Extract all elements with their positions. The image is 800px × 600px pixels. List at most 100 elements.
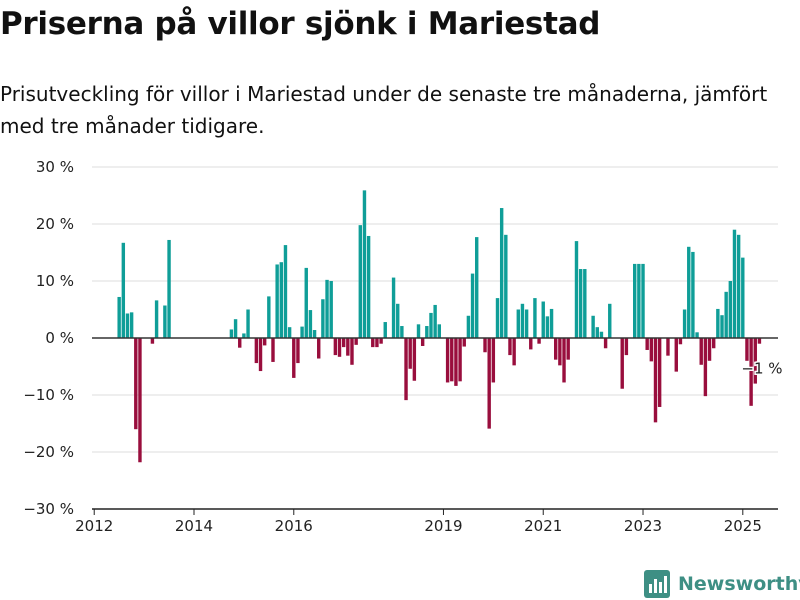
bar — [325, 279, 329, 338]
bar — [308, 310, 313, 338]
bar — [624, 338, 629, 356]
bar — [337, 338, 342, 357]
bar — [300, 326, 304, 338]
bar — [404, 338, 408, 401]
bar — [524, 309, 529, 338]
bar — [246, 309, 250, 338]
bar — [554, 338, 558, 360]
bar — [678, 338, 683, 345]
bar — [333, 338, 338, 356]
axes: 30 % 20 % 10 % 0 % −10 % −20 % −30 %2012 2014 20… — [23, 158, 778, 535]
bar — [512, 338, 516, 366]
bar — [470, 273, 475, 338]
bar — [541, 301, 545, 338]
bar — [558, 338, 562, 366]
bar — [400, 326, 404, 338]
bar — [499, 208, 504, 338]
bar — [732, 229, 737, 338]
bar — [379, 338, 383, 344]
annotations: −1 % — [740, 358, 784, 379]
bar — [279, 262, 284, 338]
bar — [749, 338, 753, 406]
bar — [271, 338, 275, 362]
bar — [304, 267, 308, 338]
bar — [549, 308, 554, 338]
bar — [458, 338, 462, 382]
bar — [699, 338, 703, 365]
bar — [375, 338, 379, 348]
annotation-latest-value: −1 % — [741, 360, 782, 378]
bar-chart-logo-icon — [644, 570, 670, 598]
bar — [275, 264, 279, 338]
bar — [595, 327, 599, 338]
bar — [416, 324, 421, 338]
bar — [757, 338, 762, 344]
bar — [429, 312, 433, 338]
bar — [599, 331, 604, 338]
bar — [329, 281, 333, 338]
bar — [167, 239, 171, 338]
bar — [254, 338, 259, 364]
y-tick-label: −30 % — [23, 500, 74, 518]
x-tick-label: 2023 — [624, 517, 662, 535]
bar — [233, 319, 238, 338]
bar — [454, 338, 458, 386]
bar — [720, 315, 724, 338]
bar — [450, 338, 454, 382]
bar — [408, 338, 412, 369]
newsworthy-logo: Newsworthy — [644, 568, 800, 600]
bar — [753, 338, 757, 384]
bar — [283, 245, 288, 338]
bar — [321, 299, 325, 338]
bar — [466, 315, 471, 338]
bar — [695, 332, 699, 338]
bar — [533, 298, 537, 338]
bar — [691, 251, 695, 338]
bar — [657, 338, 662, 407]
bar — [262, 338, 267, 346]
bar — [317, 338, 321, 359]
x-tick-label: 2019 — [424, 517, 462, 535]
bar — [711, 338, 716, 349]
bar — [583, 269, 587, 338]
bar — [445, 338, 450, 383]
x-tick-label: 2025 — [724, 517, 762, 535]
bar — [545, 316, 550, 338]
y-tick-label: 0 % — [45, 329, 74, 347]
bar — [396, 303, 400, 338]
bar — [649, 338, 654, 362]
bar — [578, 269, 583, 338]
bar — [674, 338, 678, 372]
gridlines — [92, 166, 778, 453]
bar — [391, 277, 396, 338]
y-tick-label: 20 % — [36, 215, 74, 233]
bar — [138, 338, 142, 463]
bar — [736, 234, 741, 338]
bar — [728, 281, 733, 338]
bar — [350, 338, 354, 365]
y-tick-label: 10 % — [36, 272, 74, 290]
chart-title: Priserna på villor sjönk i Mariestad — [0, 6, 601, 42]
bar — [437, 324, 441, 338]
bar — [574, 241, 579, 338]
bar — [483, 338, 487, 353]
bar — [475, 237, 479, 338]
bar — [354, 338, 358, 345]
x-tick-label: 2016 — [275, 517, 313, 535]
bar — [312, 330, 317, 338]
bar — [641, 263, 645, 338]
bar — [745, 338, 749, 361]
bar — [125, 313, 130, 338]
bar — [371, 338, 375, 348]
bar — [267, 296, 271, 338]
bar — [366, 235, 371, 338]
bar — [608, 303, 612, 338]
bar — [433, 304, 437, 338]
bar — [645, 338, 649, 350]
y-tick-label: −20 % — [23, 443, 74, 461]
bar — [238, 338, 242, 348]
bar — [296, 338, 300, 364]
bar — [724, 291, 728, 338]
chart-subtitle: Prisutveckling för villor i Mariestad un… — [0, 82, 768, 138]
bar — [566, 338, 570, 360]
